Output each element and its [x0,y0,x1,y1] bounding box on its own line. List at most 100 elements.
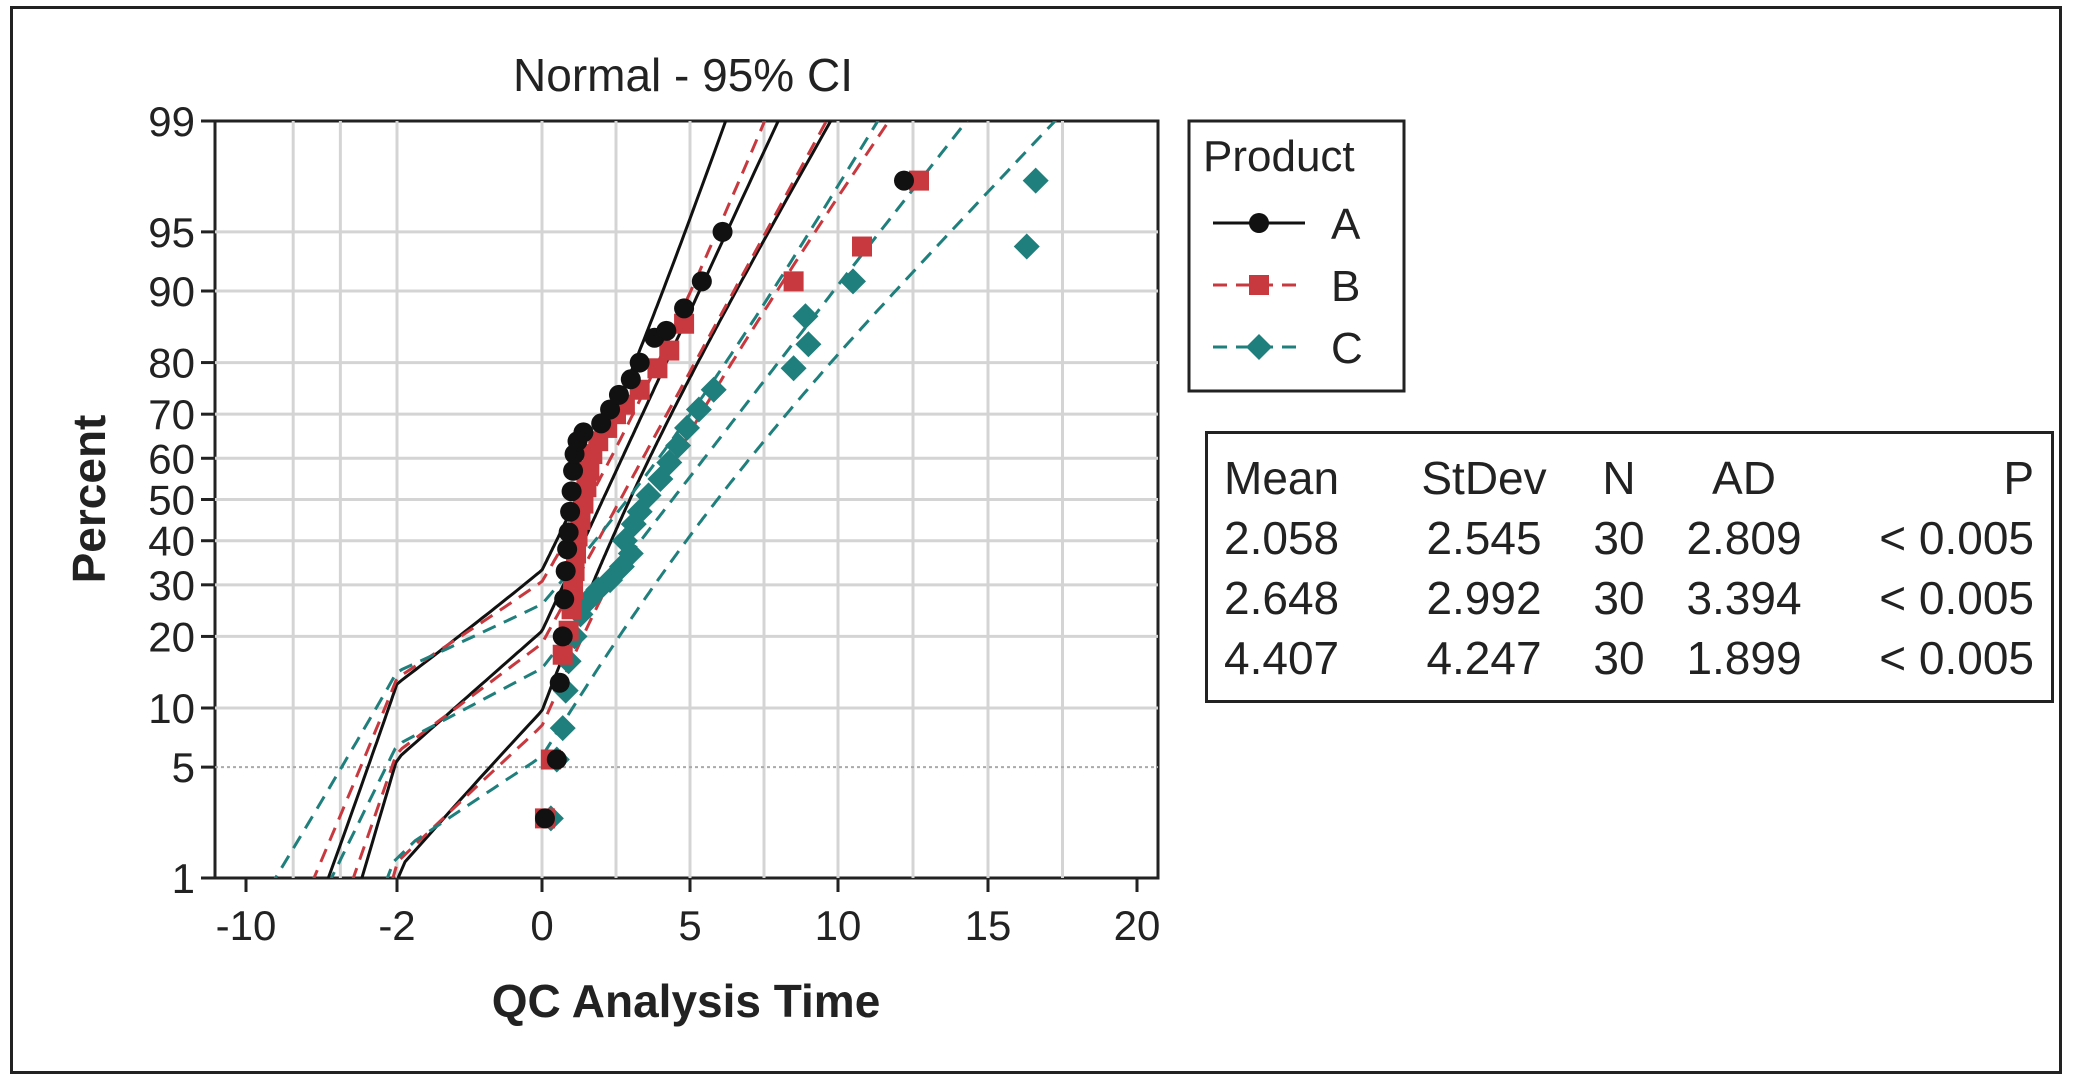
legend-label-b: B [1331,262,1360,311]
data-point-a [555,561,576,582]
data-point-c [792,303,819,330]
y-tick-label: 80 [148,340,195,387]
table-row: 4.407 4.247 30 1.899 < 0.005 [1224,628,2034,688]
data-point-a [549,672,570,693]
legend: Product ABC [1187,119,1406,393]
data-point-c [840,268,866,295]
legend-title: Product [1203,132,1355,181]
x-tick-label: -2 [378,902,415,949]
data-point-a [552,626,573,647]
header-stdev: StDev [1421,452,1547,504]
cell-ad: 3.394 [1686,572,1802,624]
fit-line-c [329,121,969,878]
data-point-c [1022,167,1049,194]
cell-stdev: 2.992 [1426,572,1542,624]
legend-marker-b [1249,275,1269,295]
y-tick-label: 90 [148,268,195,315]
cell-mean: 2.058 [1224,512,1340,564]
data-point-c [780,355,807,382]
data-point-a [712,221,733,242]
data-point-a [557,539,578,560]
header-n: N [1602,452,1636,504]
y-tick-label: 99 [148,98,195,145]
y-tick-label: 5 [172,744,195,791]
x-axis-label: QC Analysis Time [492,975,881,1027]
data-point-b [579,460,600,481]
legend-marker-a [1249,213,1269,233]
legend-label-c: C [1331,324,1363,373]
fit-line-c-ci-lo [273,121,880,878]
data-point-a [573,422,594,443]
header-mean: Mean [1224,452,1340,504]
cell-ad: 2.809 [1686,512,1802,564]
cell-p: < 0.005 [1879,632,2034,684]
data-point-a [554,589,575,610]
x-tick-label: -10 [216,902,277,949]
cell-stdev: 2.545 [1426,512,1542,564]
y-tick-label: 1 [172,855,195,902]
header-ad: AD [1712,452,1776,504]
x-tick-label: 20 [1114,902,1161,949]
data-point-a [894,170,914,191]
y-tick-label: 20 [148,613,195,660]
cell-stdev: 4.247 [1426,632,1542,684]
data-point-c [685,396,712,423]
header-p: P [2003,452,2034,504]
x-axis-ticks: -10 -2 0 5 10 15 20 [216,878,1161,949]
data-point-c [674,414,701,441]
chart-frame: Normal - 95% CI 1 5 10 20 30 40 50 60 70 80 90 95 99… [10,6,2062,1074]
cell-n: 30 [1593,572,1645,624]
data-point-b [783,271,804,292]
data-point-c [549,715,576,742]
y-axis-label: Percent [63,415,115,584]
data-points [534,167,1049,832]
legend-marker-c [1246,334,1272,360]
data-point-a [563,460,584,481]
chart-title: Normal - 95% CI [513,49,853,101]
table-row: 2.058 2.545 30 2.809 < 0.005 [1224,508,2034,568]
cell-mean: 2.648 [1224,572,1340,624]
x-tick-label: 5 [678,902,701,949]
cell-n: 30 [1593,512,1645,564]
data-point-a [546,749,567,770]
data-point-a [656,320,677,341]
data-point-a [600,399,621,420]
data-point-a [629,352,650,373]
data-point-c [795,331,822,358]
data-point-a [558,522,579,543]
x-tick-label: 0 [530,902,553,949]
data-point-c [700,376,727,403]
data-point-a [534,808,555,829]
y-tick-label: 50 [148,477,195,524]
data-point-c [620,511,647,538]
data-point-c [665,432,692,459]
cell-p: < 0.005 [1879,572,2034,624]
data-point-c [1013,233,1040,260]
statistics-table: Mean StDev N AD P 2.058 2.545 30 2.809 <… [1224,448,2034,688]
data-point-b [852,236,872,257]
probability-plot: Normal - 95% CI 151020304050607080909599… [63,49,1406,1027]
data-point-a [674,298,695,319]
data-point-a [561,481,582,502]
data-point-a [608,384,629,405]
fit-line-c-ci-hi [385,121,1058,878]
data-point-a [620,369,641,390]
data-point-c [635,482,662,509]
cell-p: < 0.005 [1879,512,2034,564]
y-tick-label: 10 [148,685,195,732]
statistics-header-row: Mean StDev N AD P [1224,448,2034,508]
fit-line-b [351,121,829,878]
cell-n: 30 [1593,632,1645,684]
statistics-table-box: Mean StDev N AD P 2.058 2.545 30 2.809 <… [1205,431,2054,703]
data-point-b [647,358,668,379]
y-tick-label: 30 [148,562,195,609]
x-tick-label: 15 [965,902,1012,949]
data-point-b [909,170,929,191]
data-point-b [659,340,680,361]
y-tick-label: 60 [148,435,195,482]
y-tick-label: 95 [148,209,195,256]
data-point-b [552,644,573,665]
cell-ad: 1.899 [1686,632,1802,684]
legend-label-a: A [1331,200,1361,249]
